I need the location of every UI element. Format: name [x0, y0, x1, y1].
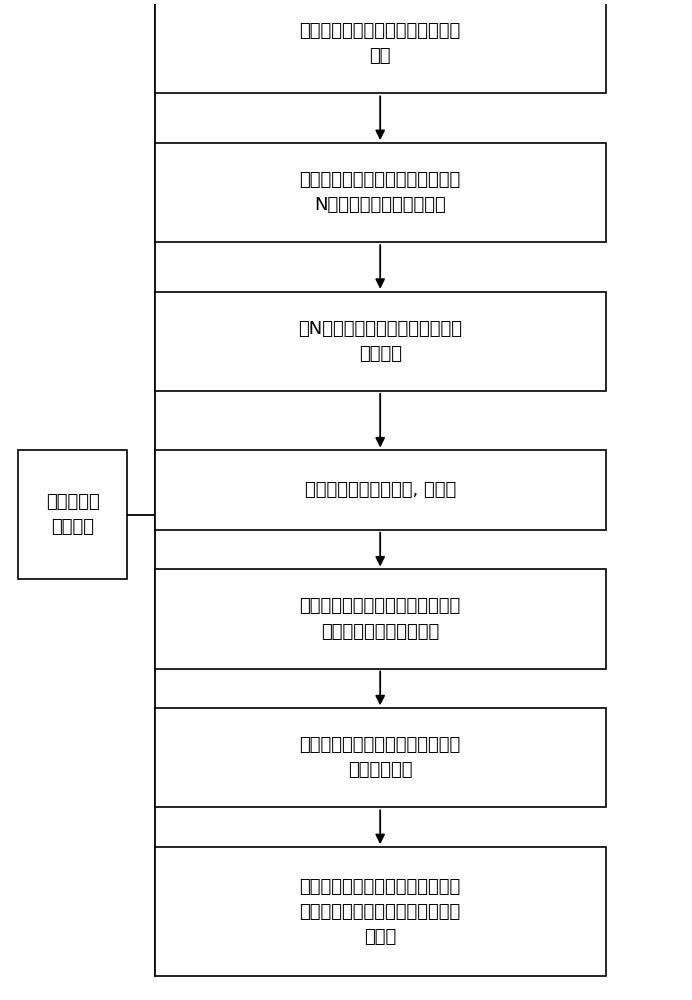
FancyBboxPatch shape: [154, 847, 606, 976]
FancyBboxPatch shape: [18, 450, 127, 579]
Text: 将叠加后的频域信号进行傅里叶逆
变换，重构得到时域信号: 将叠加后的频域信号进行傅里叶逆 变换，重构得到时域信号: [300, 597, 461, 641]
Text: 将频域信号的相位延迟, 并叠加: 将频域信号的相位延迟, 并叠加: [304, 481, 456, 499]
FancyBboxPatch shape: [154, 143, 606, 242]
Text: 对N个采集各节点信号进行快速傅
里叶变换: 对N个采集各节点信号进行快速傅 里叶变换: [298, 320, 462, 363]
Text: 利用希尔伯特黄包络在时域信号中
求取反射系数: 利用希尔伯特黄包络在时域信号中 求取反射系数: [300, 736, 461, 779]
FancyBboxPatch shape: [154, 0, 606, 93]
FancyBboxPatch shape: [154, 450, 606, 530]
Text: 带有缺陷的三维有限元模型建立并
求解: 带有缺陷的三维有限元模型建立并 求解: [300, 22, 461, 65]
Text: 将不同尺寸缺陷的轴对称导波反射
系数和弯曲模态反射系数分别绘制
成曲线: 将不同尺寸缺陷的轴对称导波反射 系数和弯曲模态反射系数分别绘制 成曲线: [300, 878, 461, 946]
FancyBboxPatch shape: [154, 292, 606, 391]
Text: 改变缺陷尺
寸和个数: 改变缺陷尺 寸和个数: [46, 493, 100, 536]
FancyBboxPatch shape: [154, 708, 606, 807]
FancyBboxPatch shape: [154, 569, 606, 669]
Text: 提取监测面上沿圆周等间距分布的
N个采集点的周向瞬态位移: 提取监测面上沿圆周等间距分布的 N个采集点的周向瞬态位移: [300, 171, 461, 214]
